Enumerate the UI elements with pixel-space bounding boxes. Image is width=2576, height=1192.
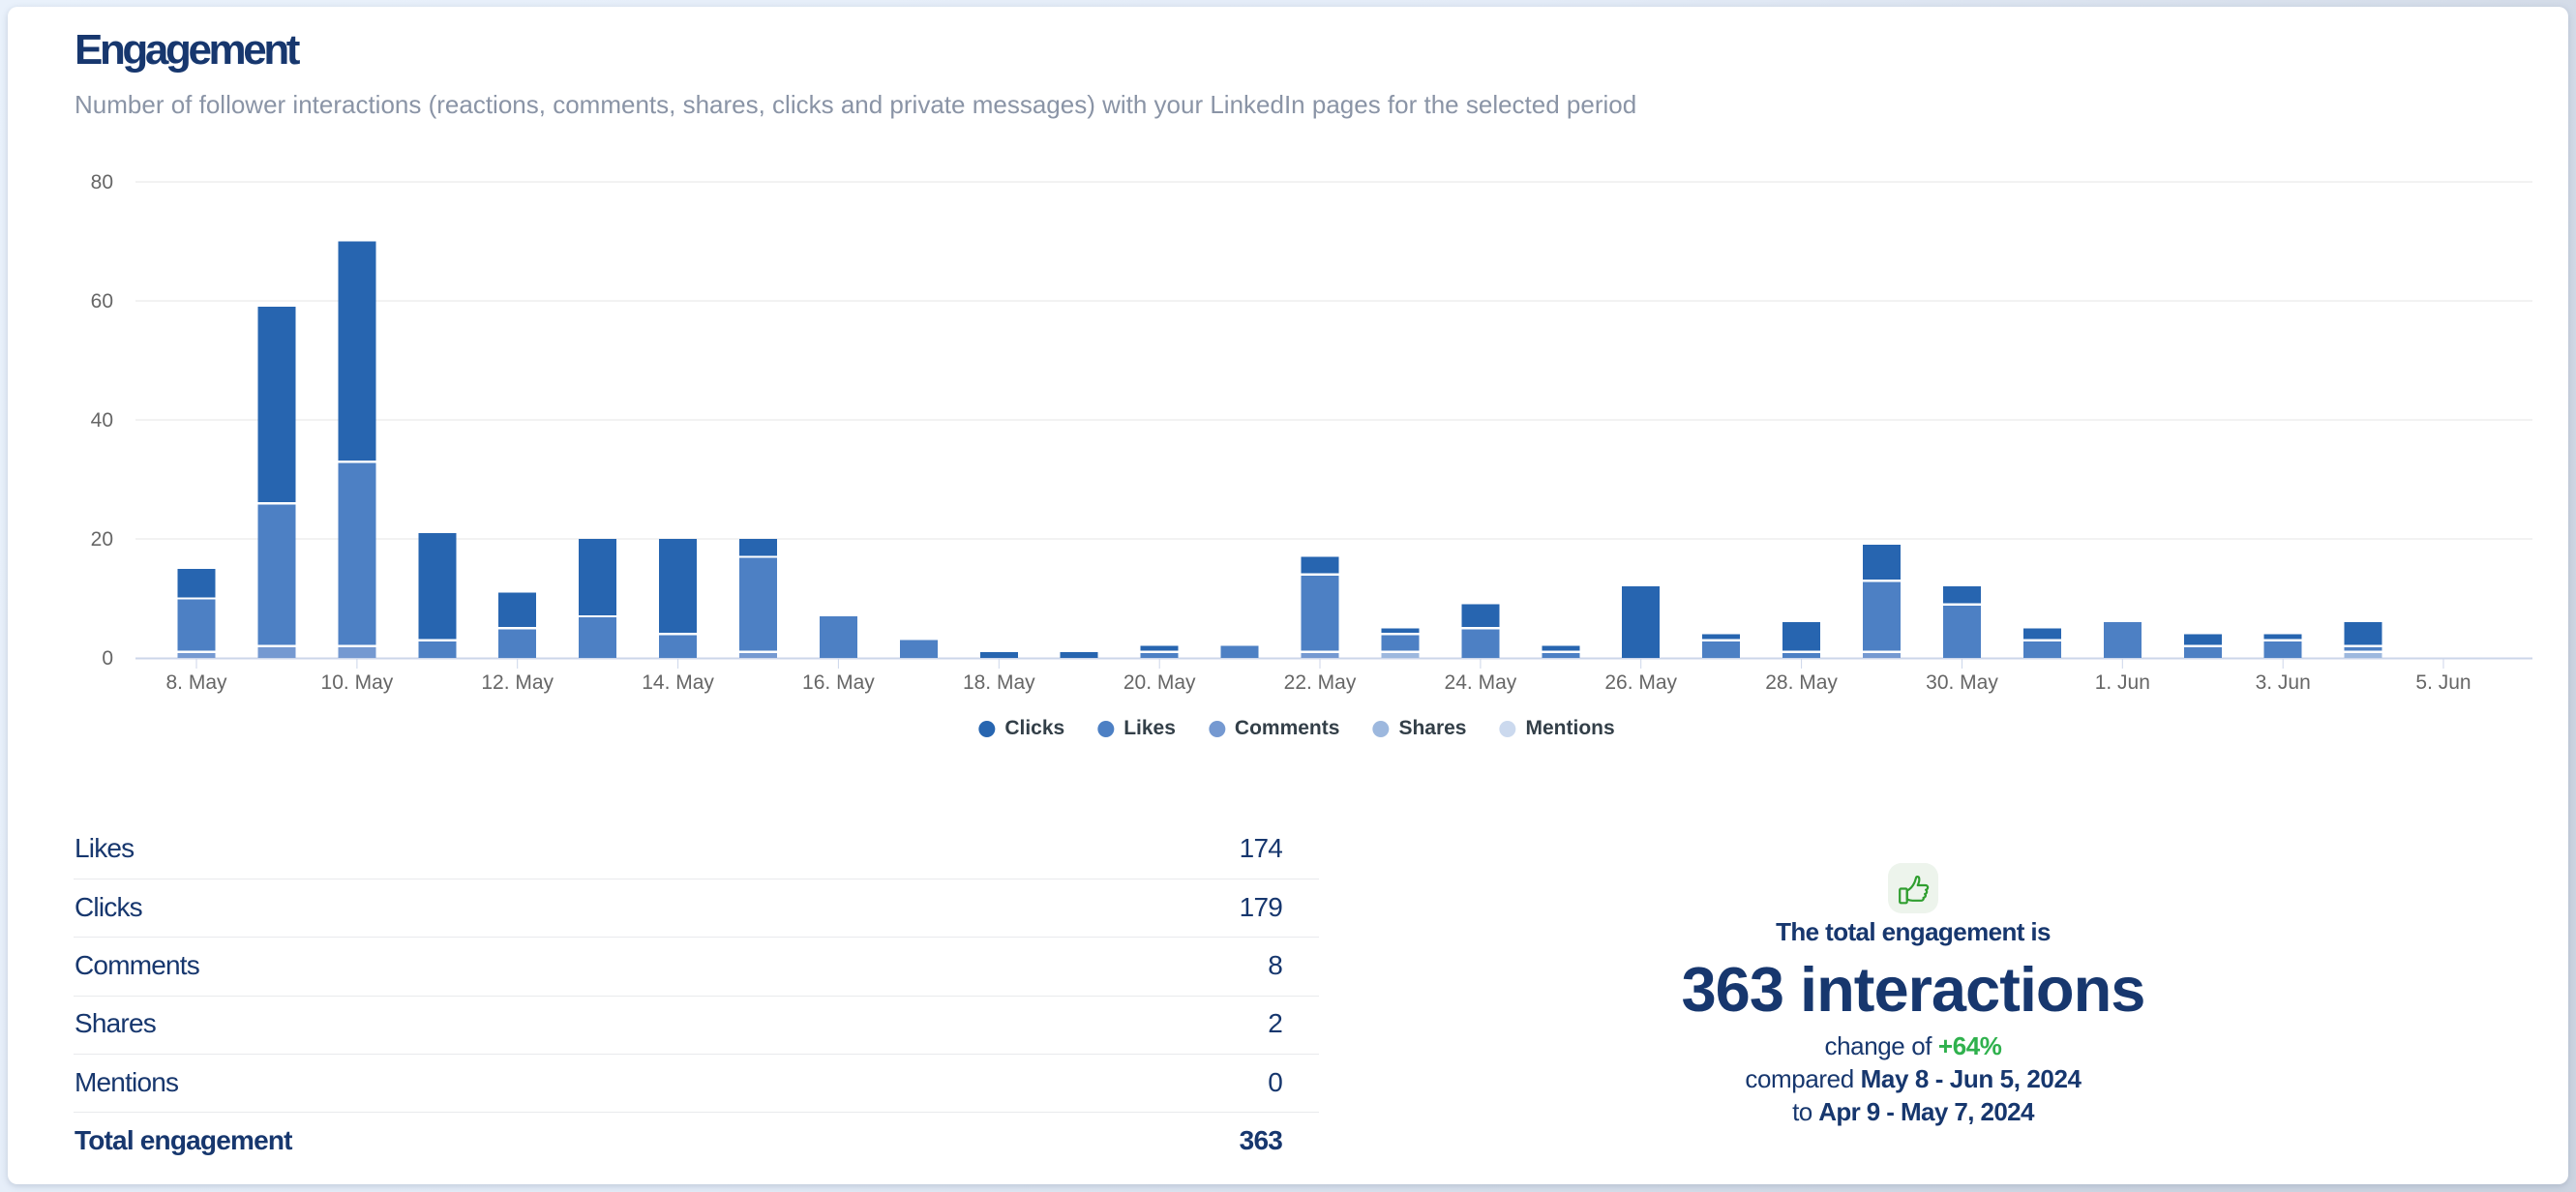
svg-text:1. Jun: 1. Jun bbox=[2095, 671, 2150, 694]
svg-text:12. May: 12. May bbox=[481, 671, 554, 694]
svg-text:3. Jun: 3. Jun bbox=[2256, 671, 2311, 694]
svg-text:0: 0 bbox=[102, 647, 113, 670]
svg-text:60: 60 bbox=[91, 290, 113, 313]
svg-text:26. May: 26. May bbox=[1604, 671, 1677, 694]
svg-text:80: 80 bbox=[91, 171, 113, 194]
svg-text:16. May: 16. May bbox=[802, 671, 875, 694]
svg-text:40: 40 bbox=[91, 409, 113, 432]
svg-text:18. May: 18. May bbox=[963, 671, 1035, 694]
svg-text:8. May: 8. May bbox=[165, 671, 227, 694]
svg-text:10. May: 10. May bbox=[321, 671, 394, 694]
svg-text:14. May: 14. May bbox=[642, 671, 714, 694]
svg-text:30. May: 30. May bbox=[1926, 671, 1998, 694]
svg-text:5. Jun: 5. Jun bbox=[2415, 671, 2471, 694]
svg-text:28. May: 28. May bbox=[1765, 671, 1838, 694]
svg-text:20. May: 20. May bbox=[1123, 671, 1196, 694]
svg-text:24. May: 24. May bbox=[1445, 671, 1517, 694]
svg-text:20: 20 bbox=[91, 528, 113, 551]
svg-text:22. May: 22. May bbox=[1284, 671, 1357, 694]
